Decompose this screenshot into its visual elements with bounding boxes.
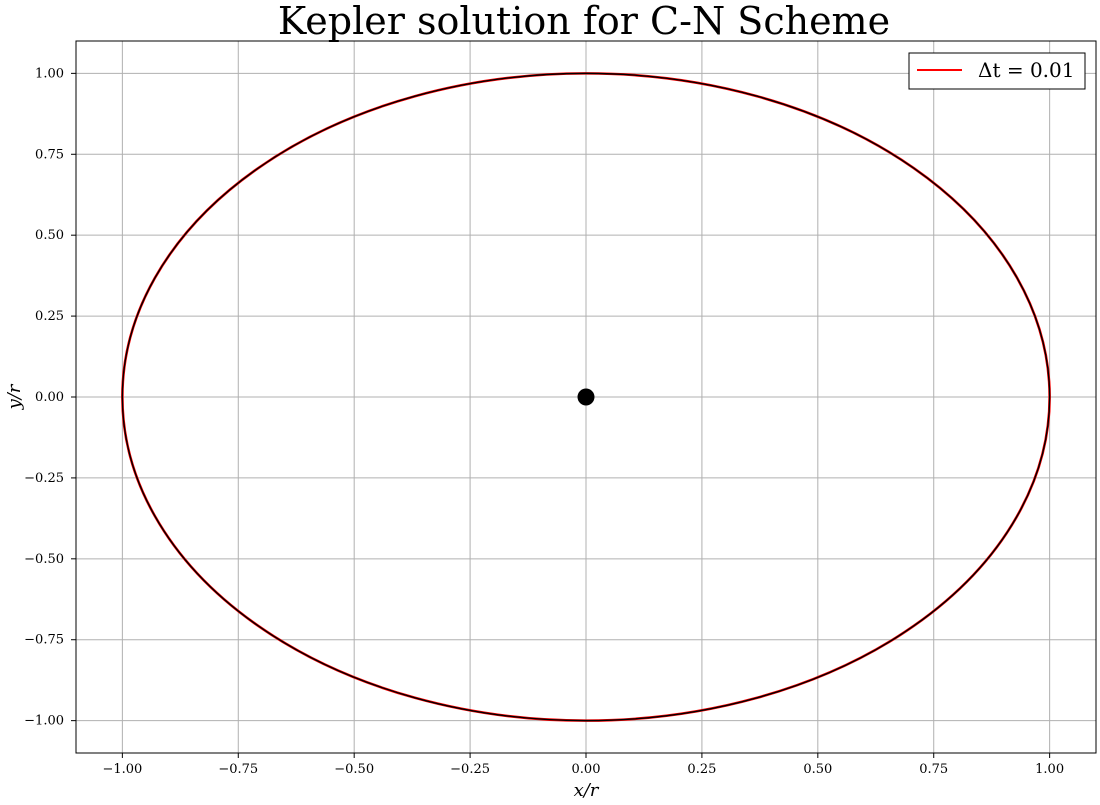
central-body-marker	[577, 388, 595, 406]
y-tick-label: 0.50	[35, 228, 64, 243]
y-tick-label: 0.25	[35, 309, 64, 324]
x-tick-label: 0.75	[919, 762, 948, 777]
y-axis-label: y/r	[4, 383, 25, 410]
orbit-series-1	[121, 72, 1051, 722]
y-tick-label: −0.50	[24, 552, 64, 567]
x-axis-label: x/r	[574, 780, 600, 801]
orbit-curves	[121, 72, 1051, 722]
x-tick-label: −0.25	[450, 762, 490, 777]
x-tick-label: 1.00	[1035, 762, 1064, 777]
x-tick-label: −1.00	[102, 762, 142, 777]
x-tick-label: 0.00	[572, 762, 601, 777]
axis-ticks: −1.00 −0.75 −0.50 −0.25 0.00 0.25 0.50 0.75 1.00…	[24, 66, 1064, 777]
y-tick-label: −0.75	[24, 633, 64, 648]
x-tick-label: −0.50	[334, 762, 374, 777]
y-tick-label: 0.75	[35, 147, 64, 162]
x-tick-label: 0.50	[803, 762, 832, 777]
legend-label: Δt = 0.01	[978, 58, 1074, 82]
chart-title: Kepler solution for C-N Scheme	[278, 0, 890, 43]
y-tick-label: −1.00	[24, 714, 64, 729]
y-tick-label: −0.25	[24, 471, 64, 486]
y-tick-label: 0.00	[35, 390, 64, 405]
legend: Δt = 0.01	[908, 52, 1086, 90]
x-tick-label: 0.25	[687, 762, 716, 777]
x-tick-label: −0.75	[218, 762, 258, 777]
y-tick-label: 1.00	[35, 66, 64, 81]
